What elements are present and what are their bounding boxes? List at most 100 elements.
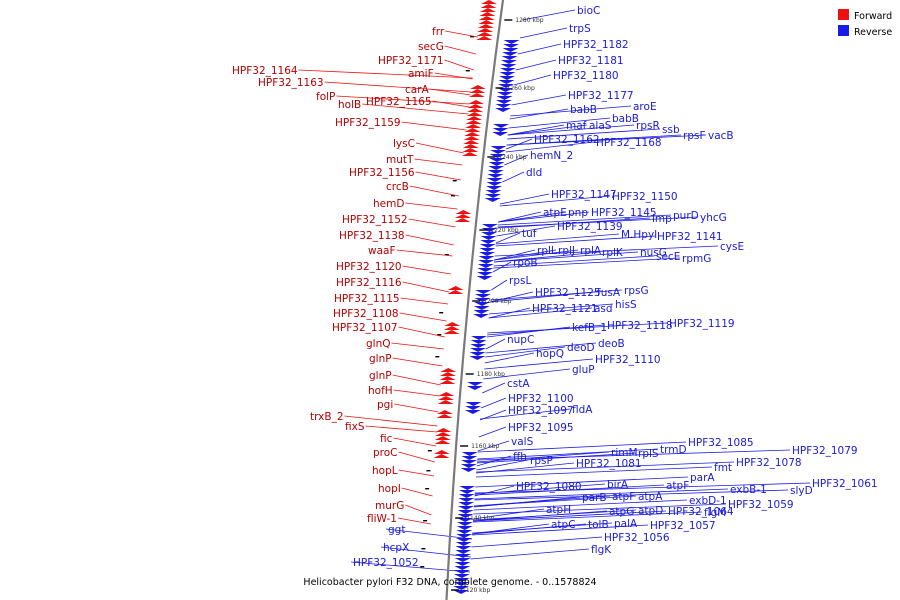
reverse-gene-mark-36 — [481, 228, 498, 232]
forward-gene-label-23: HPF32_1107 — [332, 322, 398, 334]
reverse-gene-label-31: cysE — [720, 241, 744, 253]
forward-gene-mark-7 — [477, 28, 494, 32]
reverse-gene-label-36: nusG — [640, 247, 667, 259]
forward-gene-mark-33 — [443, 326, 460, 330]
reverse-gene-mark-79 — [457, 514, 474, 518]
reverse-leader-21 — [498, 211, 542, 223]
reverse-gene-mark-81 — [456, 522, 473, 526]
reverse-gene-label-42: fusA — [597, 287, 621, 299]
reverse-gene-mark-61 — [469, 356, 486, 360]
reverse-gene-mark-68 — [461, 456, 478, 460]
reverse-gene-label-26: yhcG — [700, 212, 727, 224]
forward-gene-mark-46 — [434, 436, 451, 440]
reverse-gene-mark-94 — [453, 574, 470, 578]
reverse-gene-mark-34 — [484, 198, 501, 202]
forward-leader-2 — [444, 59, 474, 71]
reverse-leader-54 — [484, 358, 594, 370]
forward-gene-mark-35 — [440, 368, 457, 372]
reverse-gene-mark-14 — [496, 96, 513, 100]
forward-gene-label-7: folP — [316, 91, 335, 103]
forward-gene-label-21: HPF32_1115 — [334, 293, 400, 305]
forward-leader-25 — [392, 357, 443, 367]
reverse-gene-mark-66 — [464, 410, 481, 414]
reverse-leader-88 — [473, 503, 727, 515]
reverse-leader-82 — [473, 499, 688, 511]
leader-lines — [298, 9, 811, 573]
reverse-gene-mark-11 — [498, 84, 514, 88]
reverse-gene-label-69: HPF32_1081 — [576, 458, 642, 470]
reverse-gene-label-44: HPF32_1121 — [532, 303, 598, 315]
reverse-leader-35 — [493, 251, 601, 263]
forward-gene-mark-39 — [438, 392, 455, 396]
reverse-gene-mark-24 — [489, 158, 506, 162]
reverse-leader-17 — [504, 154, 529, 166]
forward-gene-mark-49 — [433, 454, 450, 458]
reverse-gene-mark-29 — [486, 178, 503, 182]
reverse-gene-mark-65 — [465, 406, 482, 410]
reverse-gene-label-41: HPF32_1125 — [535, 287, 601, 299]
reverse-leader-43 — [490, 289, 623, 301]
reverse-gene-label-9: rpsR — [636, 120, 660, 132]
reverse-gene-mark-1 — [503, 44, 520, 48]
minor-feature-mark-4 — [444, 254, 449, 256]
minor-feature-mark-7 — [435, 356, 440, 358]
reverse-leader-4 — [513, 74, 552, 86]
reverse-gene-label-80: atpF — [612, 491, 635, 503]
reverse-gene-label-3: HPF32_1181 — [558, 55, 624, 67]
forward-gene-label-26: glnP — [369, 370, 392, 382]
forward-gene-mark-36 — [439, 372, 456, 376]
legend-reverse-swatch — [838, 25, 849, 36]
forward-gene-mark-25 — [462, 148, 479, 152]
reverse-gene-label-25: purD — [673, 210, 699, 222]
reverse-gene-mark-17 — [495, 108, 511, 112]
reverse-gene-mark-40 — [479, 244, 496, 248]
reverse-leader-3 — [515, 59, 557, 71]
reverse-gene-mark-97 — [453, 586, 470, 590]
reverse-leader-38 — [493, 257, 681, 269]
reverse-leader-1 — [519, 27, 568, 39]
gene-labels: frrsecGHPF32_1171amiFHPF32_1164HPF32_116… — [232, 5, 878, 569]
forward-gene-mark-42 — [436, 410, 453, 414]
reverse-gene-mark-75 — [458, 498, 475, 502]
forward-gene-mark-15 — [467, 108, 483, 112]
reverse-gene-label-92: HPF32_1057 — [650, 520, 716, 532]
reverse-gene-mark-39 — [480, 240, 497, 244]
reverse-gene-label-38: rpmG — [682, 253, 711, 265]
reverse-leader-6 — [510, 105, 632, 117]
reverse-gene-mark-98 — [453, 590, 469, 594]
forward-leader-34 — [401, 487, 433, 497]
reverse-gene-label-15: HPF32_1162 — [534, 134, 600, 146]
reverse-gene-mark-49 — [475, 290, 492, 294]
reverse-gene-label-30: tuf — [522, 228, 537, 240]
reverse-gene-label-59: fldA — [572, 404, 593, 416]
reverse-gene-label-67: ffh — [513, 451, 527, 463]
reverse-gene-mark-32 — [485, 190, 502, 194]
legend: Forward Reverse — [838, 9, 892, 38]
forward-gene-mark-19 — [465, 124, 482, 128]
reverse-gene-mark-7 — [500, 68, 516, 72]
scale-tick-label-0: 1280 kbp — [515, 17, 543, 24]
reverse-gene-label-65: rplS — [638, 448, 659, 460]
reverse-gene-label-12: vacB — [708, 130, 734, 142]
minor-feature-mark-0 — [470, 36, 475, 38]
reverse-gene-label-21: atpE — [543, 207, 567, 219]
forward-gene-label-30: fixS — [345, 421, 365, 433]
reverse-gene-label-17: hemN_2 — [530, 150, 573, 162]
gene-marks — [420, 0, 520, 594]
scale-tick-label-3: 1220 kbp — [490, 227, 518, 234]
reverse-gene-mark-60 — [469, 352, 486, 356]
reverse-leader-65 — [476, 452, 637, 464]
scale-ticks: 1280 kbp 1260 kbp 1240 kbp 1220 kbp 1200 kbp… — [451, 17, 544, 594]
reverse-leader-57 — [480, 397, 507, 409]
forward-gene-label-8: holB — [338, 99, 361, 111]
reverse-gene-mark-21 — [490, 146, 507, 150]
reverse-gene-mark-44 — [478, 260, 495, 264]
reverse-gene-mark-28 — [487, 174, 504, 178]
reverse-leader-49 — [487, 322, 668, 334]
reverse-gene-mark-35 — [481, 224, 498, 228]
reverse-leader-32 — [494, 249, 536, 261]
reverse-gene-label-49: HPF32_1119 — [669, 318, 735, 330]
reverse-gene-mark-38 — [480, 236, 497, 240]
reverse-leader-26 — [497, 216, 699, 228]
forward-gene-mark-26 — [461, 152, 478, 156]
